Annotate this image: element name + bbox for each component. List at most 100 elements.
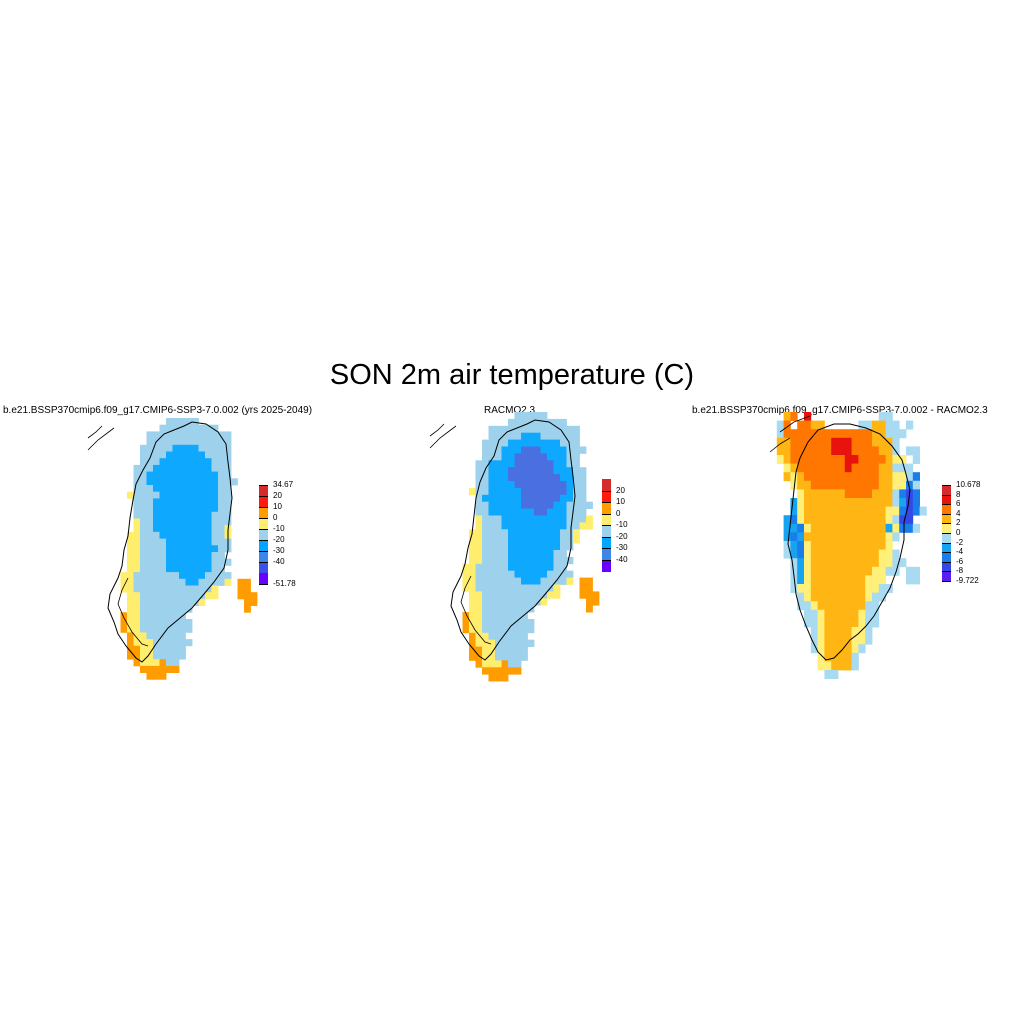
grid-cell <box>831 627 839 636</box>
grid-cell <box>566 494 574 503</box>
grid-cell <box>797 541 805 550</box>
grid-cell <box>790 549 798 559</box>
colorbar-boundary <box>602 490 611 492</box>
grid-cell <box>521 605 528 613</box>
grid-cell <box>146 552 154 560</box>
grid-cell <box>205 438 212 446</box>
ice-margin <box>429 423 492 645</box>
grid-cell <box>817 584 825 593</box>
grid-cell <box>514 494 522 503</box>
colorbar-boundary <box>942 513 951 515</box>
grid-cell <box>838 437 846 447</box>
grid-cell <box>579 446 587 454</box>
grid-cell <box>140 451 147 459</box>
grid-cell <box>817 558 825 568</box>
colorbar-label: -40 <box>273 557 285 566</box>
grid-cell <box>482 563 489 572</box>
grid-cell <box>844 549 852 559</box>
grid-cell <box>172 592 180 600</box>
colorbar-boundary <box>602 536 611 538</box>
grid-cell <box>475 577 483 585</box>
grid-cell <box>140 619 147 627</box>
grid-cell <box>553 487 561 496</box>
grid-cell <box>211 552 219 560</box>
grid-cell <box>810 558 818 568</box>
grid-cell <box>140 592 147 600</box>
grid-cell <box>508 632 515 641</box>
grid-cell <box>185 639 193 647</box>
grid-cell <box>810 635 818 645</box>
grid-cell <box>540 412 548 420</box>
grid-cell <box>185 498 193 506</box>
grid-cell <box>824 575 832 585</box>
grid-cell <box>514 501 522 509</box>
grid-cell <box>185 491 193 499</box>
grid-cell <box>858 618 866 628</box>
grid-cell <box>211 505 219 513</box>
grid-cell <box>146 511 154 519</box>
grid-cell <box>547 446 554 454</box>
grid-cell <box>495 487 502 496</box>
grid-cell <box>899 489 907 499</box>
grid-cell <box>198 485 206 493</box>
grid-cell <box>127 565 134 573</box>
grid-cell <box>211 438 219 446</box>
grid-cell <box>146 471 154 479</box>
grid-cell <box>865 480 873 490</box>
grid-cell <box>838 498 846 507</box>
grid-cell <box>218 464 225 472</box>
grid-cell <box>899 455 907 464</box>
grid-cell <box>804 455 812 464</box>
grid-cell <box>146 538 154 546</box>
grid-cell <box>153 464 160 472</box>
grid-cell <box>865 584 873 593</box>
grid-cell <box>495 501 502 509</box>
grid-cell <box>521 646 528 654</box>
grid-cell <box>495 543 502 551</box>
grid-cell <box>166 458 173 466</box>
grid-cell <box>514 625 522 634</box>
grid-cell <box>146 451 154 459</box>
grid-cell <box>872 463 880 473</box>
grid-cell <box>172 505 180 513</box>
grid-cell <box>218 511 225 519</box>
grid-cell <box>166 444 173 452</box>
grid-cell <box>469 591 476 599</box>
grid-cell <box>872 437 880 447</box>
grid-cell <box>218 545 225 553</box>
grid-cell <box>817 575 825 585</box>
grid-cell <box>146 444 154 452</box>
grid-cell <box>878 523 886 533</box>
grid-cell <box>817 541 825 550</box>
grid-cell <box>878 541 886 550</box>
grid-cell <box>501 481 509 489</box>
colorbar-boundary <box>942 561 951 563</box>
grid-cell <box>179 625 186 633</box>
grid-cell <box>501 550 509 558</box>
grid-cell <box>475 474 483 482</box>
grid-cell <box>488 619 496 627</box>
grid-cell <box>824 429 832 439</box>
grid-cell <box>797 558 805 568</box>
grid-cell <box>488 467 496 475</box>
grid-cell <box>831 523 839 533</box>
grid-cell <box>824 437 832 447</box>
grid-cell <box>872 541 880 550</box>
grid-cell <box>540 453 548 461</box>
grid-cell <box>783 472 791 482</box>
grid-cell <box>159 659 167 667</box>
grid-cell <box>560 556 567 565</box>
grid-cell <box>166 505 173 513</box>
grid-cell <box>185 525 193 533</box>
grid-cell <box>469 639 476 647</box>
grid-cell <box>566 432 574 440</box>
grid-cell <box>540 474 548 482</box>
grid-cell <box>488 653 496 661</box>
grid-cell <box>844 480 852 490</box>
grid-cell <box>906 498 914 507</box>
panel-title-racmo: RACMO2.3 <box>484 405 536 416</box>
grid-cell <box>140 478 147 486</box>
grid-cell <box>586 584 593 592</box>
grid-cell <box>783 549 791 559</box>
grid-cell <box>521 474 528 482</box>
